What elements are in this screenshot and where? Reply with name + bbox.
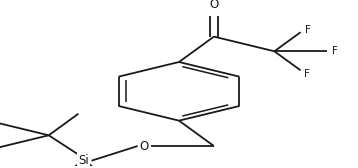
Text: O: O <box>140 140 149 153</box>
Text: F: F <box>305 25 311 35</box>
Text: F: F <box>332 46 338 56</box>
Text: O: O <box>209 0 218 11</box>
Text: F: F <box>304 69 310 79</box>
Text: Si: Si <box>78 154 89 167</box>
